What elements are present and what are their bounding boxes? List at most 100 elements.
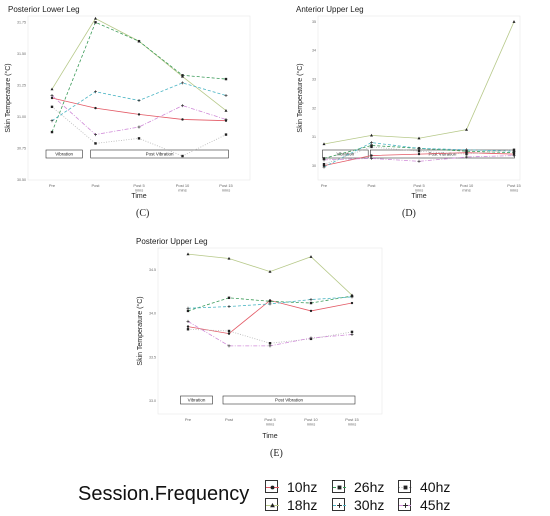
y-axis-label: Skin Temperature (°C) bbox=[4, 63, 12, 132]
plot-area bbox=[157, 247, 383, 415]
x-tick-label: Post 10 mins bbox=[176, 183, 190, 193]
vibration-phase-box bbox=[45, 149, 83, 159]
y-tick-label: 31.50 bbox=[17, 52, 26, 56]
chart-svg: Posterior Lower Leg 30.50 30.75 31.00 31.25 3… bbox=[4, 5, 251, 200]
legend-key-glyph bbox=[266, 502, 279, 508]
data-point-10hz bbox=[137, 113, 141, 116]
data-point-18hz bbox=[270, 502, 275, 508]
legend-label-18hz: 18hz bbox=[287, 497, 318, 513]
x-tick-label: Post 5 mins bbox=[133, 183, 145, 193]
data-point-40hz bbox=[50, 105, 54, 109]
y-tick-label: 32 bbox=[312, 106, 316, 110]
series-line-18hz bbox=[51, 17, 227, 111]
data-point-45hz bbox=[322, 158, 326, 162]
data-point-10hz bbox=[417, 152, 421, 156]
plot-area bbox=[317, 15, 521, 181]
data-point-45hz bbox=[224, 117, 228, 121]
data-point-30hz bbox=[227, 305, 231, 309]
vibration-phase-box bbox=[180, 395, 213, 405]
chart-svg: Posterior Upper Leg 33.0 33.5 34.0 34.5 Pre Po… bbox=[136, 237, 383, 440]
legend-key-glyph bbox=[266, 485, 279, 490]
post-vibration-phase-box bbox=[222, 395, 356, 405]
data-point-18hz bbox=[186, 252, 190, 256]
data-point-40hz bbox=[181, 154, 184, 158]
x-tick-label: Post bbox=[91, 183, 100, 188]
data-point-26hz bbox=[370, 144, 373, 147]
legend-key-40hz bbox=[398, 480, 412, 493]
vibration-phase-label: Vibration bbox=[337, 152, 355, 157]
post-vibration-phase-box bbox=[90, 149, 229, 159]
series-30hz bbox=[186, 295, 354, 310]
data-point-40hz bbox=[94, 142, 97, 145]
data-point-45hz bbox=[50, 93, 54, 97]
legend-key-glyph bbox=[399, 503, 412, 508]
x-axis-label: Time bbox=[411, 193, 426, 200]
data-point-10hz bbox=[181, 118, 184, 121]
legend-key-26hz bbox=[332, 480, 346, 493]
data-point-30hz bbox=[137, 99, 141, 103]
data-point-10hz bbox=[270, 485, 275, 490]
series-18hz bbox=[50, 16, 228, 112]
x-tick-label: Post 10 mins bbox=[460, 183, 474, 193]
data-point-45hz bbox=[370, 156, 373, 160]
data-point-40hz bbox=[137, 137, 141, 140]
data-point-10hz bbox=[50, 96, 54, 100]
x-tick-label: Post bbox=[225, 417, 234, 422]
data-point-30hz bbox=[268, 302, 272, 306]
data-point-26hz bbox=[186, 309, 190, 313]
x-axis-label: Time bbox=[131, 193, 146, 200]
data-point-45hz bbox=[403, 503, 408, 508]
chart-svg: Anterior Upper Leg 30 31 32 33 34 35 Pre Post Pos… bbox=[296, 5, 522, 200]
panel-letter-e: (E) bbox=[270, 448, 283, 459]
x-tick-label: Post bbox=[367, 183, 376, 188]
data-point-10hz bbox=[186, 325, 190, 328]
series-30hz bbox=[50, 81, 228, 123]
y-tick-label: 31.75 bbox=[17, 21, 26, 25]
post-vibration-phase-label: Post Vibration bbox=[428, 152, 456, 157]
x-tick-label: Pre bbox=[185, 417, 192, 422]
series-45hz bbox=[50, 93, 228, 137]
legend-label-45hz: 45hz bbox=[420, 497, 451, 513]
legend-key-glyph bbox=[399, 485, 412, 490]
data-point-26hz bbox=[309, 301, 313, 305]
series-40hz bbox=[322, 145, 516, 166]
data-point-10hz bbox=[309, 309, 313, 313]
data-point-40hz bbox=[322, 162, 326, 166]
data-point-30hz bbox=[50, 119, 54, 123]
legend-label-26hz: 26hz bbox=[354, 479, 385, 495]
data-point-45hz bbox=[465, 155, 468, 159]
chart-posterior-lower-leg: Posterior Lower Leg 30.50 30.75 31.00 31.25 3… bbox=[0, 0, 262, 200]
data-point-40hz bbox=[370, 145, 373, 149]
series-line-18hz bbox=[187, 253, 353, 296]
x-tick-label: Pre bbox=[49, 183, 56, 188]
data-point-45hz bbox=[227, 344, 231, 348]
post-vibration-phase-label: Post Vibration bbox=[275, 398, 303, 403]
data-point-40hz bbox=[403, 485, 408, 490]
y-tick-label: 30.75 bbox=[17, 147, 26, 151]
data-point-10hz bbox=[227, 332, 231, 335]
chart-title: Posterior Lower Leg bbox=[8, 5, 80, 14]
legend-key-18hz bbox=[265, 498, 279, 511]
data-point-18hz bbox=[94, 16, 97, 20]
x-axis-label: Time bbox=[262, 433, 277, 440]
data-point-18hz bbox=[370, 133, 373, 137]
data-point-26hz bbox=[224, 77, 228, 81]
data-point-45hz bbox=[350, 332, 354, 336]
series-30hz bbox=[322, 141, 516, 169]
y-tick-label: 35 bbox=[312, 20, 316, 24]
x-tick-label: Post 15 mins bbox=[345, 417, 359, 427]
vibration-phase-box bbox=[322, 149, 369, 159]
legend-key-glyph bbox=[333, 503, 346, 508]
data-point-40hz bbox=[224, 133, 228, 136]
data-point-30hz bbox=[322, 165, 326, 169]
y-tick-label: 33 bbox=[312, 77, 316, 81]
y-tick-label: 31.25 bbox=[17, 84, 26, 88]
data-point-40hz bbox=[268, 342, 272, 345]
data-point-40hz bbox=[186, 328, 190, 331]
data-point-40hz bbox=[227, 329, 231, 333]
data-point-30hz bbox=[370, 141, 373, 145]
y-axis-label: Skin Temperature (°C) bbox=[296, 63, 304, 132]
data-point-45hz bbox=[268, 344, 272, 348]
data-point-45hz bbox=[94, 133, 97, 137]
data-point-30hz bbox=[309, 298, 313, 302]
